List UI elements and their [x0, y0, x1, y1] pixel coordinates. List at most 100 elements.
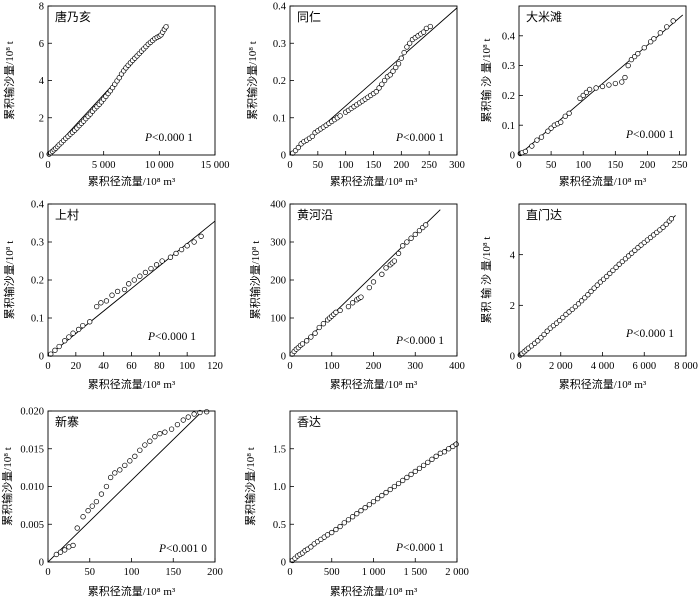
- data-point: [62, 338, 68, 344]
- data-point: [607, 270, 613, 277]
- x-axis-label: 累积径流量/10⁸ m³: [88, 174, 176, 188]
- plot-frame: [518, 5, 687, 156]
- data-point: [575, 301, 582, 307]
- data-point: [142, 442, 148, 448]
- data-point: [370, 498, 377, 505]
- y-tick-label: 2: [39, 113, 44, 124]
- chart-panel-7: 0 50 100 150 200 0 0.005 0.010 0.015 0.020 新寨 P<0.0…: [0, 407, 223, 598]
- data-point: [381, 77, 388, 84]
- data-point: [412, 231, 418, 238]
- data-point: [308, 544, 314, 550]
- data-point: [320, 321, 327, 327]
- data-point: [453, 441, 459, 447]
- data-point: [622, 74, 628, 81]
- y-tick-label: 0: [510, 151, 515, 162]
- data-point: [393, 64, 399, 71]
- x-axis-label: 累积径流量/10⁸ m³: [559, 174, 647, 188]
- x-tick-label: 8 000: [674, 361, 698, 372]
- data-point: [178, 246, 185, 253]
- data-point: [80, 514, 86, 520]
- data-point: [558, 119, 564, 125]
- data-point: [333, 309, 339, 315]
- data-point: [404, 44, 410, 50]
- x-tick-label: 1 500: [403, 567, 427, 578]
- data-point: [562, 113, 568, 119]
- data-point: [577, 95, 583, 102]
- data-point: [121, 286, 128, 293]
- x-tick-label: 1 000: [362, 567, 386, 578]
- x-tick-label: 100: [324, 361, 340, 372]
- x-tick-label: 50: [546, 160, 557, 171]
- data-point: [583, 89, 590, 96]
- data-point: [153, 262, 160, 268]
- x-axis-label: 累积径流量/10⁸ m³: [330, 174, 418, 188]
- data-point: [56, 343, 62, 350]
- data-point: [619, 79, 625, 85]
- data-point: [420, 29, 427, 35]
- data-point: [132, 453, 138, 459]
- data-point: [529, 143, 535, 149]
- data-point: [87, 319, 93, 325]
- x-tick-label: 2 000: [445, 567, 469, 578]
- y-tick-label: 0.010: [20, 482, 44, 493]
- data-point: [337, 523, 343, 530]
- data-point: [578, 298, 585, 304]
- data-point: [395, 250, 402, 257]
- p-value-annotation: P<0.000 1: [395, 335, 444, 347]
- station-name: 香达: [297, 415, 321, 429]
- y-axis-label: 累积 输 沙 量/10⁸ t: [479, 237, 493, 324]
- y-tick-label: 0: [39, 558, 44, 569]
- data-point: [333, 526, 339, 533]
- data-point: [375, 495, 381, 502]
- data-point: [174, 421, 181, 428]
- data-point: [429, 456, 435, 462]
- y-tick-label: 0.015: [20, 444, 44, 455]
- data-point: [103, 483, 110, 490]
- data-point: [591, 285, 597, 291]
- y-axis-label: 累积输沙量/10⁸ t: [248, 241, 262, 320]
- data-point: [98, 491, 105, 497]
- data-point: [62, 547, 68, 553]
- y-tick-label: 0: [39, 151, 44, 162]
- data-point: [412, 468, 418, 475]
- data-point: [162, 429, 168, 435]
- chart-panel-3: 0 50 100 150 200 250 0 0.1 0.2 0.3 0.4 大米滩 P<0.000 1…: [479, 5, 687, 188]
- y-tick-label: 0.1: [31, 314, 44, 325]
- chart-panel-5: 0 100 200 300 400 0 100 200 300 400 黄河沿 P<0.000 1 累积…: [248, 200, 465, 391]
- data-point: [594, 282, 600, 288]
- data-point: [612, 80, 618, 87]
- y-axis-label: 累积输沙量/10⁸ t: [245, 41, 259, 120]
- data-point: [137, 447, 143, 453]
- x-tick-label: 200: [640, 160, 656, 171]
- y-tick-label: 0.4: [31, 200, 45, 211]
- x-tick-label: 40: [98, 361, 109, 372]
- data-point: [299, 341, 306, 347]
- data-point: [416, 465, 423, 472]
- plot-frame: [289, 410, 458, 563]
- chart-panel-8: 0 500 1 000 1 500 2 000 0 0.5 1.0 1.5 香达 P<0.000 1…: [243, 410, 469, 598]
- data-point: [416, 227, 423, 234]
- data-point: [408, 471, 414, 478]
- x-tick-label: 100: [575, 160, 591, 171]
- data-point: [53, 551, 59, 558]
- data-point: [648, 39, 654, 45]
- chart-panel-6: 0 2 000 4 000 6 000 8 000 0 2 4 直门达 P<0.000 1 累积径流…: [479, 203, 698, 391]
- y-tick-label: 0.5: [273, 520, 286, 531]
- x-axis-label: 累积径流量/10⁸ m³: [88, 584, 176, 598]
- data-point: [566, 110, 572, 116]
- data-point: [400, 477, 406, 484]
- station-name: 黄河沿: [297, 208, 333, 222]
- data-point: [391, 483, 398, 490]
- y-tick-label: 0.4: [502, 31, 516, 42]
- y-axis-label: 累积输 沙 量/10⁸ t: [479, 38, 493, 122]
- x-tick-label: 200: [207, 567, 223, 578]
- y-axis-label: 累积输沙量/10⁸ t: [243, 447, 257, 526]
- data-point: [70, 330, 76, 336]
- data-point: [354, 511, 360, 517]
- x-tick-label: 0: [45, 160, 50, 171]
- data-point: [599, 83, 606, 90]
- data-point: [191, 239, 197, 245]
- data-point: [395, 61, 402, 67]
- data-point: [52, 347, 58, 353]
- data-point: [198, 233, 204, 239]
